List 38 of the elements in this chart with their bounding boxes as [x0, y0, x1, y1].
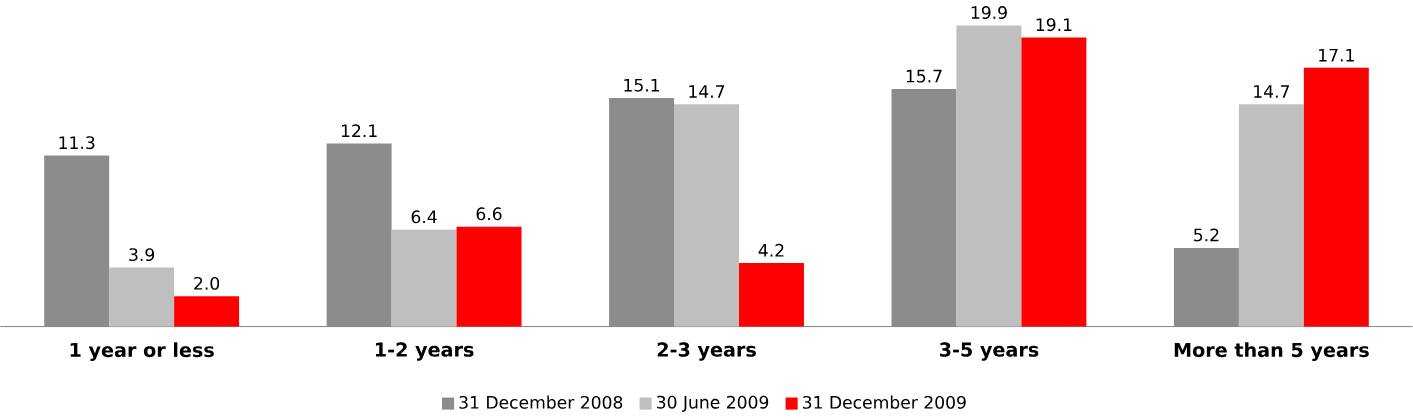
bar — [174, 296, 240, 327]
bar — [891, 89, 957, 327]
x-tick-label: 1 year or less — [70, 342, 214, 362]
bar — [456, 226, 522, 327]
bar — [674, 104, 739, 327]
data-label: 5.2 — [1194, 228, 1219, 242]
legend-label: 31 December 2009 — [802, 395, 966, 409]
bar — [956, 25, 1022, 327]
data-label: 19.9 — [971, 6, 1007, 20]
bar — [1021, 37, 1087, 327]
x-tick-label: 1-2 years — [375, 342, 474, 361]
bar — [1303, 68, 1369, 327]
data-label: 14.7 — [689, 85, 725, 98]
legend-label: 30 June 2009 — [657, 395, 769, 413]
data-label: 19.1 — [1036, 18, 1072, 32]
bar — [109, 267, 175, 327]
data-label: 6.6 — [476, 207, 502, 221]
data-label: 6.4 — [411, 210, 437, 224]
data-label: 12.1 — [341, 124, 377, 138]
bar — [609, 98, 675, 327]
legend-label: 31 December 2008 — [459, 395, 623, 409]
x-tick-label: 3-5 years — [939, 342, 1039, 361]
bar — [44, 155, 110, 327]
bar — [326, 143, 392, 327]
data-label: 15.1 — [624, 79, 660, 92]
data-label: 11.3 — [59, 136, 95, 150]
bar — [391, 229, 457, 327]
data-label: 15.7 — [906, 69, 942, 83]
bar — [738, 263, 804, 327]
x-tick-label: 2-3 years — [657, 342, 756, 361]
data-label: 3.9 — [129, 248, 155, 262]
x-tick-label: More than 5 years — [1174, 342, 1369, 362]
data-label: 14.7 — [1254, 85, 1290, 98]
bar — [1173, 248, 1239, 327]
bar — [1238, 104, 1304, 327]
data-label: 17.1 — [1319, 49, 1354, 62]
data-label: 4.2 — [758, 244, 784, 257]
data-label: 2.0 — [194, 277, 220, 291]
